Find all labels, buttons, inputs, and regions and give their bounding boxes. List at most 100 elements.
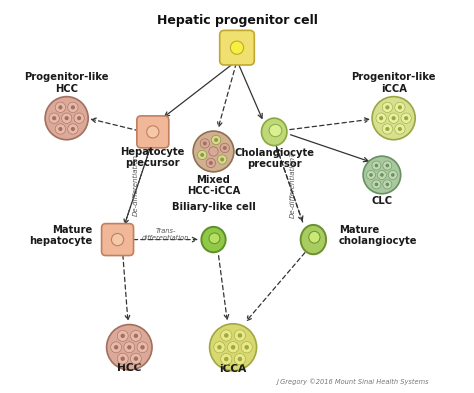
Circle shape — [224, 333, 228, 338]
Circle shape — [382, 102, 392, 112]
Text: Mature
hepatocyte: Mature hepatocyte — [29, 225, 92, 246]
Circle shape — [217, 345, 222, 349]
Circle shape — [385, 127, 390, 131]
Circle shape — [376, 113, 386, 123]
Text: Mixed
HCC-iCCA: Mixed HCC-iCCA — [187, 174, 240, 196]
Circle shape — [241, 342, 252, 353]
Circle shape — [388, 171, 397, 180]
Circle shape — [369, 173, 373, 177]
Circle shape — [383, 180, 392, 189]
Circle shape — [117, 353, 128, 364]
Circle shape — [220, 158, 224, 162]
Circle shape — [211, 135, 221, 145]
Circle shape — [374, 164, 378, 167]
Ellipse shape — [269, 124, 282, 137]
Circle shape — [377, 171, 386, 180]
Circle shape — [395, 102, 405, 112]
Circle shape — [404, 116, 408, 120]
Circle shape — [391, 173, 394, 177]
Circle shape — [398, 105, 402, 109]
Circle shape — [220, 330, 232, 341]
Text: Hepatic progenitor cell: Hepatic progenitor cell — [156, 15, 318, 28]
Circle shape — [374, 183, 378, 186]
Circle shape — [134, 356, 138, 361]
Text: iCCA: iCCA — [219, 364, 247, 373]
Circle shape — [214, 342, 225, 353]
Circle shape — [111, 233, 124, 246]
Circle shape — [130, 331, 141, 341]
Circle shape — [58, 127, 63, 131]
Circle shape — [124, 342, 135, 353]
Circle shape — [77, 116, 81, 120]
Circle shape — [55, 102, 65, 112]
Circle shape — [366, 171, 375, 180]
Circle shape — [203, 141, 207, 145]
Circle shape — [380, 173, 383, 177]
Circle shape — [114, 345, 118, 349]
Text: Progenitor-like
HCC: Progenitor-like HCC — [24, 72, 109, 94]
Circle shape — [385, 183, 389, 186]
FancyBboxPatch shape — [101, 224, 134, 255]
Circle shape — [218, 155, 227, 164]
Circle shape — [372, 97, 415, 140]
Circle shape — [134, 334, 138, 338]
Circle shape — [401, 113, 411, 123]
Circle shape — [209, 147, 218, 156]
Circle shape — [68, 102, 78, 112]
Circle shape — [120, 334, 125, 338]
Circle shape — [382, 124, 392, 134]
Circle shape — [372, 180, 381, 189]
Circle shape — [210, 324, 256, 371]
Text: De-differentiation?: De-differentiation? — [290, 152, 296, 218]
Circle shape — [120, 356, 125, 361]
Circle shape — [200, 153, 204, 157]
Circle shape — [140, 345, 145, 349]
Circle shape — [237, 357, 242, 361]
Circle shape — [206, 158, 216, 168]
Circle shape — [234, 353, 246, 365]
Circle shape — [245, 345, 249, 349]
Circle shape — [111, 342, 122, 353]
Text: HCC: HCC — [117, 363, 142, 373]
Circle shape — [220, 353, 232, 365]
Text: Cholangiocyte
precursor: Cholangiocyte precursor — [234, 147, 314, 169]
Circle shape — [230, 41, 244, 54]
Text: CLC: CLC — [371, 196, 392, 206]
Circle shape — [395, 124, 405, 134]
Circle shape — [385, 105, 390, 109]
Circle shape — [209, 161, 213, 165]
Circle shape — [117, 331, 128, 341]
FancyBboxPatch shape — [219, 30, 255, 65]
Text: Trans-
differentiation: Trans- differentiation — [142, 228, 190, 241]
Circle shape — [130, 353, 141, 364]
Circle shape — [223, 146, 227, 150]
Circle shape — [107, 325, 152, 370]
Circle shape — [224, 357, 228, 361]
Circle shape — [68, 124, 78, 134]
Circle shape — [383, 161, 392, 170]
Circle shape — [385, 164, 389, 167]
Text: De-differentiation: De-differentiation — [133, 154, 139, 216]
FancyBboxPatch shape — [137, 116, 169, 148]
Text: Progenitor-like
iCCA: Progenitor-like iCCA — [351, 72, 436, 94]
Circle shape — [372, 161, 381, 170]
Text: J Gregory ©2016 Mount Sinai Health Systems: J Gregory ©2016 Mount Sinai Health Syste… — [276, 378, 429, 385]
Circle shape — [127, 345, 131, 349]
Circle shape — [228, 342, 239, 353]
Circle shape — [198, 150, 207, 160]
Circle shape — [71, 127, 75, 131]
Circle shape — [220, 143, 229, 152]
Circle shape — [58, 105, 63, 109]
Circle shape — [363, 156, 401, 194]
Circle shape — [55, 124, 65, 134]
Ellipse shape — [262, 118, 287, 145]
Circle shape — [62, 113, 72, 123]
Ellipse shape — [309, 231, 320, 243]
Circle shape — [49, 113, 59, 123]
Circle shape — [45, 97, 88, 140]
Ellipse shape — [301, 225, 326, 254]
Circle shape — [137, 342, 148, 353]
Ellipse shape — [201, 227, 226, 252]
Circle shape — [398, 127, 402, 131]
Circle shape — [71, 105, 75, 109]
